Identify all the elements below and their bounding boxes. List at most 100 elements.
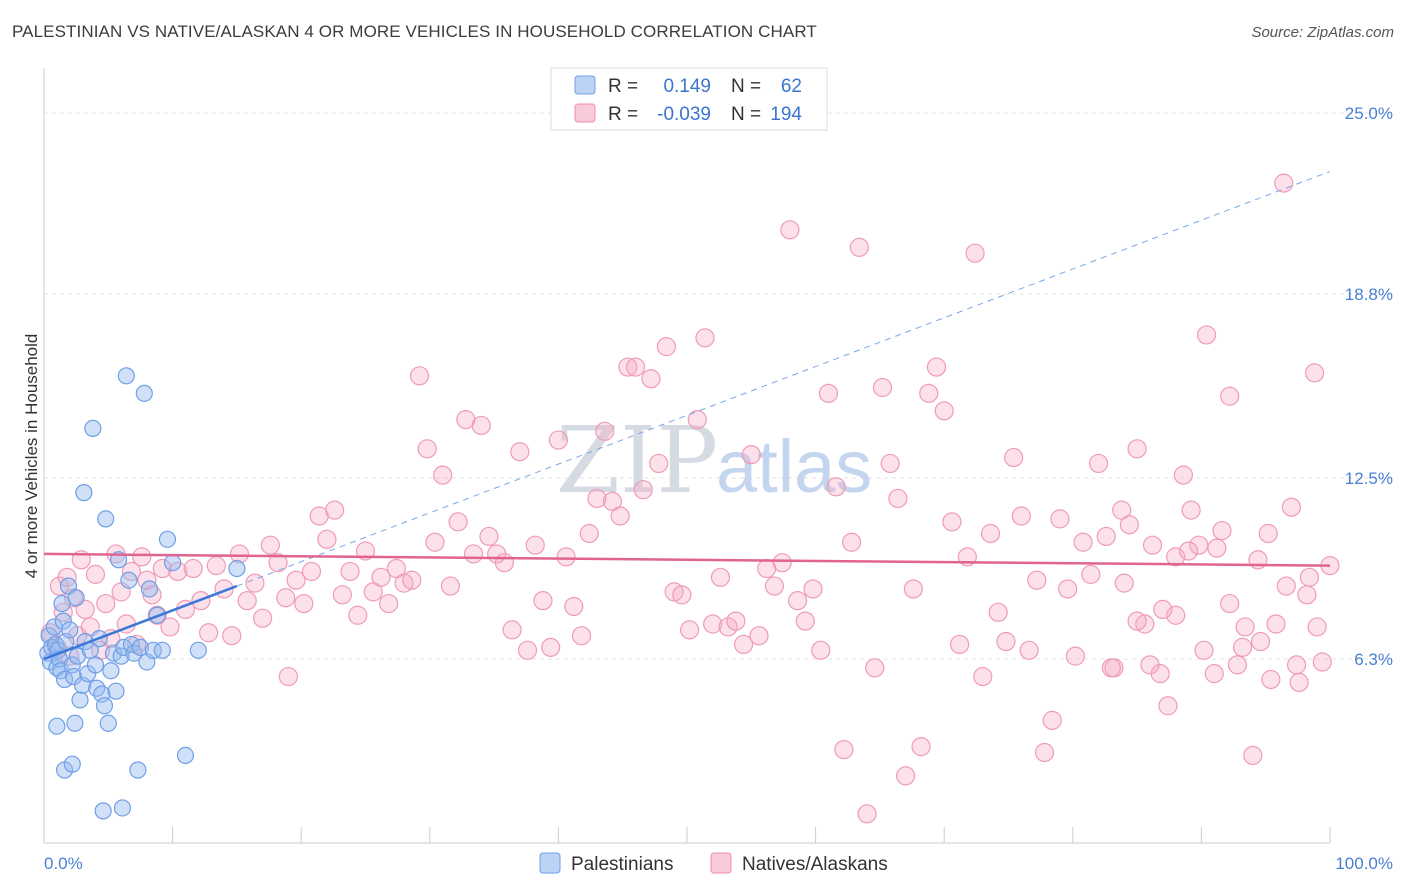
native-point [726,611,746,631]
native-point [849,237,869,257]
native-point [253,608,273,628]
native-point [857,804,877,824]
native-point [1034,742,1055,763]
native-point [1220,386,1240,406]
native-point [896,766,916,786]
native-point [980,523,1001,544]
y-tick-label: 25.0% [1345,104,1393,123]
native-point [1019,640,1039,660]
native-point [548,430,569,450]
legend-r-value-natives: -0.039 [657,104,711,125]
palestinian-point [67,589,85,607]
palestinian-point [153,641,171,659]
native-point [1101,658,1121,678]
native-point [865,658,885,678]
x-tick-labels: 0.0% 100.0% [44,854,1393,873]
native-point [919,383,939,403]
native-point [160,617,180,637]
native-point [1212,520,1232,541]
native-point [1286,655,1307,675]
native-point [1312,652,1332,672]
native-point [402,570,422,590]
native-point [826,477,846,497]
native-point [695,328,715,348]
native-point [1196,325,1217,345]
trend-lines [43,170,1331,661]
native-point [317,529,337,549]
native-point [556,547,576,567]
native-point [710,567,731,587]
native-point [587,488,607,509]
native-point [57,567,77,587]
native-point [276,588,296,608]
native-point [679,620,700,640]
native-point [168,561,188,582]
native-point [988,602,1008,622]
palestinian-point [86,656,105,674]
native-point [325,500,345,520]
palestinians-trend-extension [236,170,1331,587]
native-point [749,626,769,646]
native-point [541,637,561,657]
palestinian-point [117,367,135,385]
native-point [301,561,322,582]
native-point [260,535,280,555]
palestinian-point [48,717,66,735]
native-point [656,337,677,357]
palestinian-point [102,662,120,680]
native-point [1207,538,1227,558]
watermark-atlas: atlas [716,425,872,508]
native-point [641,369,661,389]
native-point [237,591,257,611]
native-point [1227,655,1248,675]
native-point [610,506,630,526]
native-point [1158,696,1178,716]
palestinian-point [176,746,195,765]
native-point [564,596,584,617]
bottom-legend-swatch-natives [710,852,732,874]
chart-source: Source: ZipAtlas.com [1251,24,1394,41]
native-point [533,591,553,611]
gridlines [44,112,1392,660]
native-point [1220,593,1240,614]
axes [43,68,1331,844]
natives-trend-line [43,552,1331,567]
native-point [517,640,538,660]
native-point [672,585,692,605]
palestinian-point [84,419,102,437]
native-point [1004,447,1024,468]
palestinian-point [144,641,162,659]
native-point [1289,672,1309,693]
native-point [1140,655,1160,675]
native-point [222,626,242,646]
legend-box [550,67,828,131]
native-point [332,585,352,605]
native-point [1194,640,1214,660]
legend-swatch-palestinians [574,75,596,95]
native-point [911,737,931,757]
native-point [818,383,839,403]
chart-title: PALESTINIAN VS NATIVE/ALASKAN 4 OR MORE … [12,22,817,41]
palestinian-point [64,667,83,686]
series-natives-alaskans [40,173,1340,824]
palestinian-point [61,621,79,639]
native-point [733,634,754,655]
palestinian-point [158,530,177,548]
series-legend: Palestinians Natives/Alaskans [539,852,888,875]
native-point [1276,576,1296,596]
native-point [502,620,522,640]
native-point [1181,500,1201,520]
bottom-legend-label-natives: Natives/Alaskans [742,854,888,875]
palestinian-point [95,697,114,715]
legend-n-value-palestinians: 62 [781,76,802,97]
native-point [1027,570,1047,590]
native-point [811,640,831,660]
native-point [1011,506,1031,526]
y-tick-label: 6.3% [1354,650,1393,669]
native-point [1243,745,1263,766]
palestinian-point [71,691,89,709]
legend-r-value-palestinians: 0.149 [663,76,711,97]
palestinian-point [129,761,147,779]
native-point [1127,439,1147,459]
